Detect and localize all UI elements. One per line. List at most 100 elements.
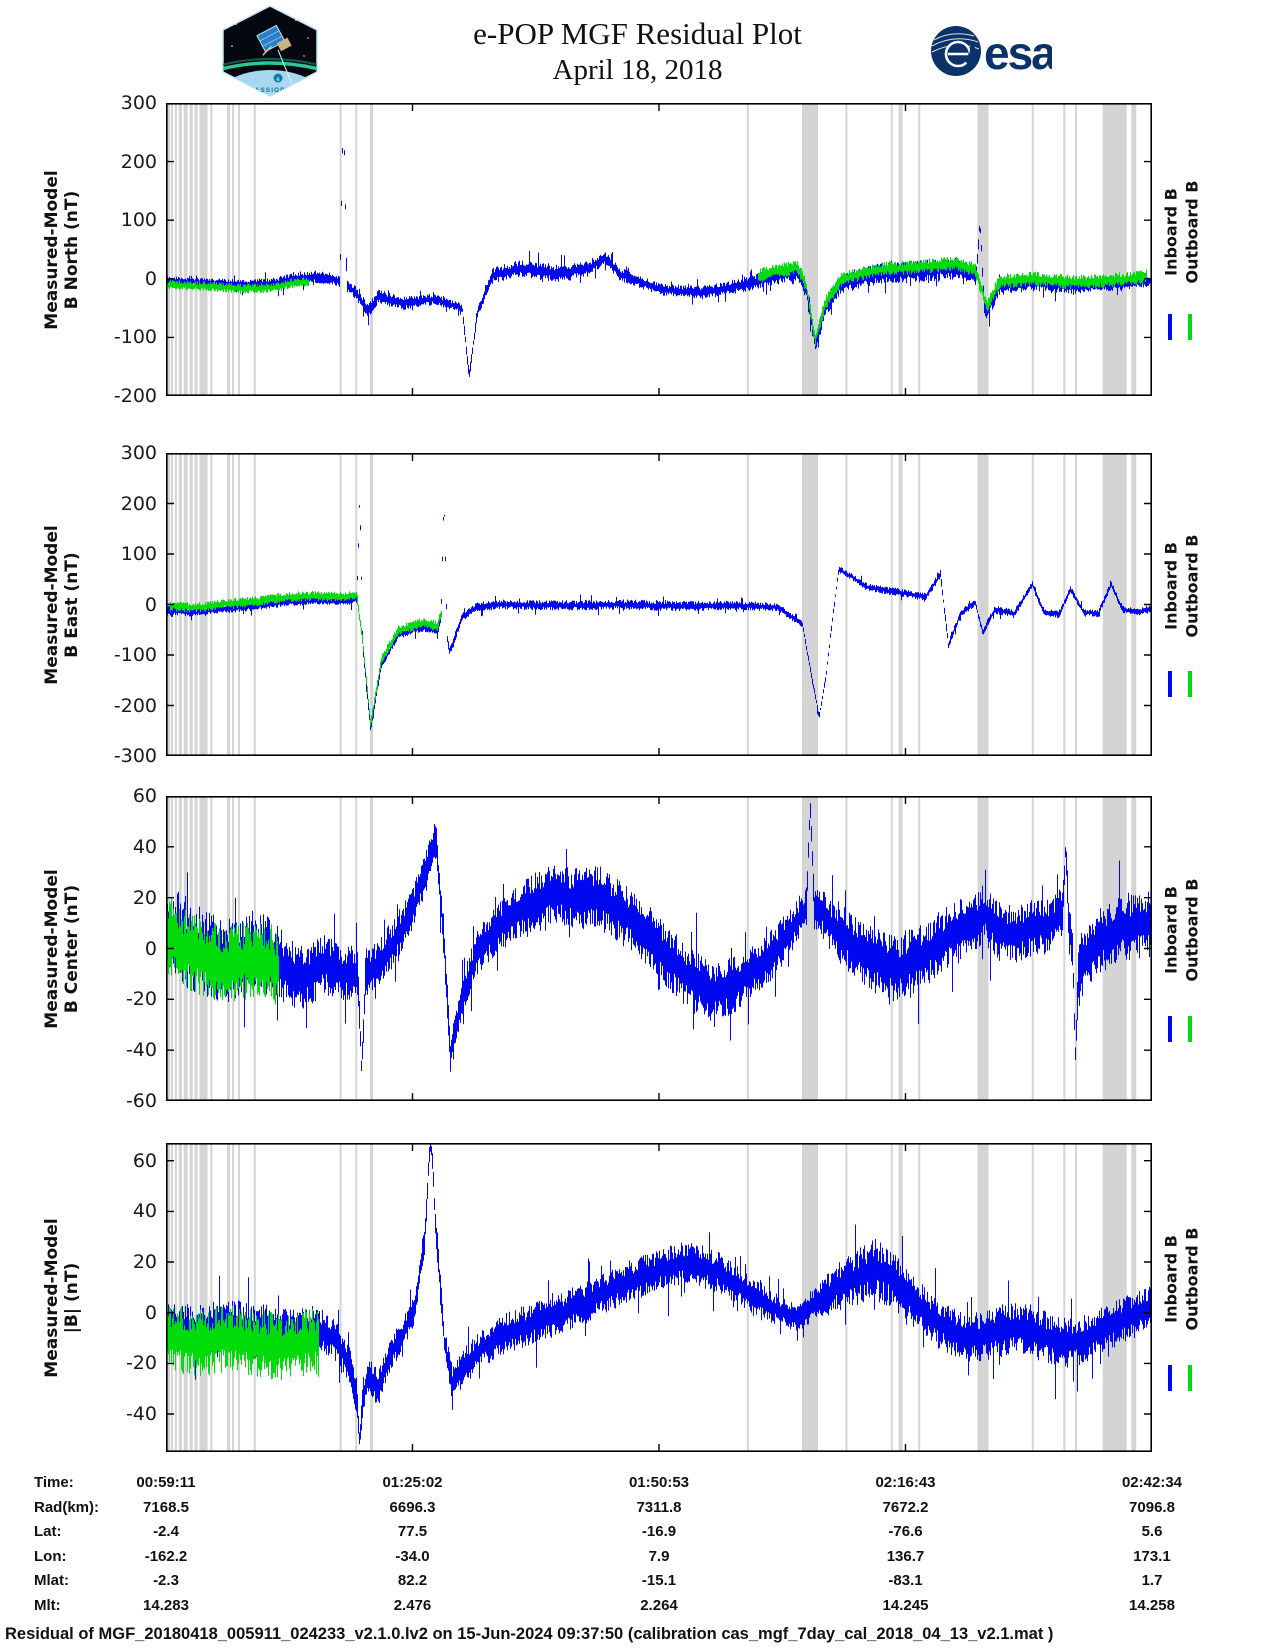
- data-gap-band: [232, 103, 235, 396]
- axes-frame: [166, 1143, 1152, 1452]
- legend-outboard-label: Outboard B: [1182, 180, 1202, 284]
- axis-ticks: [166, 1143, 1152, 1452]
- cassiope-patch-logo: e CASSIOPE: [222, 5, 318, 97]
- legend-inboard-marker: [1168, 1016, 1172, 1042]
- table-cell: -15.1: [641, 1572, 677, 1589]
- y-tick-label: 60: [132, 1150, 157, 1172]
- data-gap-band: [227, 1143, 231, 1452]
- data-gap-band: [370, 796, 374, 1101]
- table-cell: -2.4: [153, 1523, 179, 1540]
- outboard-b-series: [168, 277, 309, 294]
- table-cell: 02:42:34: [1121, 1474, 1183, 1491]
- data-gap-band: [845, 453, 848, 756]
- esa-logo: esa: [931, 26, 1052, 79]
- y-axis-label-line2: |B| (nT): [62, 1262, 82, 1334]
- data-gap-band: [1131, 1143, 1137, 1452]
- data-gap-band: [355, 453, 358, 756]
- table-cell: 136.7: [886, 1547, 925, 1565]
- data-gap-band: [918, 453, 921, 756]
- data-gap-band: [1031, 103, 1034, 396]
- patch-wordmark: CASSIOPE: [249, 87, 291, 94]
- y-axis-label-b-east: Measured-Model B East (nT): [42, 435, 82, 775]
- outboard-b-series: [758, 256, 1147, 346]
- table-cell: 7311.8: [636, 1498, 682, 1516]
- axes-frame: [166, 103, 1152, 396]
- legend-outboard-marker: [1188, 314, 1192, 340]
- y-tick-label: 20: [132, 1251, 157, 1273]
- y-tick-label: -60: [125, 1090, 157, 1112]
- data-gap-band: [178, 103, 182, 396]
- table-cell: 173.1: [1133, 1547, 1171, 1565]
- y-tick-label: -200: [113, 695, 157, 717]
- y-axis-label-line2: B Center (nT): [62, 884, 82, 1014]
- table-row-label: Rad(km):: [34, 1498, 100, 1516]
- axis-ticks: [166, 453, 1152, 756]
- data-gap-band: [355, 103, 358, 396]
- data-gap-band: [174, 103, 177, 396]
- y-tick-label: 100: [120, 543, 157, 565]
- data-gap-band: [845, 103, 848, 396]
- data-gap-band: [238, 103, 240, 396]
- table-cell: 01:50:53: [628, 1474, 690, 1491]
- data-gap-band: [227, 103, 231, 396]
- inboard-b-series: [166, 1143, 1152, 1445]
- data-gap-band: [174, 1143, 177, 1452]
- data-gap-band: [370, 453, 374, 756]
- data-gap-band: [1075, 1143, 1078, 1452]
- data-gap-band: [802, 453, 818, 756]
- data-gap-band: [210, 103, 213, 396]
- page-date: April 18, 2018: [552, 54, 723, 86]
- data-gap-band: [890, 103, 893, 396]
- legend-outboard-label: Outboard B: [1182, 1227, 1202, 1331]
- table-cell: 02:16:43: [875, 1474, 936, 1491]
- data-gap-band: [1063, 453, 1066, 756]
- table-cell: 7096.8: [1129, 1498, 1175, 1516]
- data-gap-band: [194, 1143, 198, 1452]
- outboard-b-series: [170, 591, 442, 727]
- data-gap-band: [977, 1143, 989, 1452]
- y-tick-label: 0: [144, 594, 157, 616]
- data-gap-band: [890, 453, 893, 756]
- data-gap-band: [1102, 1143, 1127, 1452]
- table-cell: -34.0: [395, 1547, 430, 1565]
- data-gap-band: [339, 796, 342, 1101]
- y-axis-label-b-north: Measured-Model B North (nT): [42, 80, 82, 420]
- y-tick-label: -20: [125, 988, 157, 1010]
- data-gap-band: [918, 103, 921, 396]
- table-cell: 7.9: [648, 1547, 670, 1565]
- legend-outboard-label: Outboard B: [1182, 534, 1202, 638]
- data-gap-band: [746, 103, 749, 396]
- table-row-label: Time:: [34, 1474, 74, 1491]
- panel-b-east-plot: [166, 453, 1152, 756]
- legend-outboard-marker: [1188, 1016, 1192, 1042]
- data-gap-band: [199, 453, 208, 756]
- y-axis-label-line2: B East (nT): [62, 552, 82, 658]
- y-tick-label: 300: [120, 92, 157, 114]
- legend-inboard-marker: [1168, 671, 1172, 697]
- data-gap-band: [355, 1143, 358, 1452]
- data-gap-band: [253, 103, 256, 396]
- y-tick-label: 40: [132, 836, 157, 858]
- data-gap-band: [238, 1143, 240, 1452]
- table-row-label: Lon:: [34, 1547, 67, 1565]
- data-gap-band: [1031, 453, 1034, 756]
- legend-inboard-marker: [1168, 1365, 1172, 1391]
- y-axis-label-b-mag: Measured-Model |B| (nT): [42, 1128, 82, 1468]
- y-tick-label: 20: [132, 887, 157, 909]
- data-gap-band: [1102, 453, 1127, 756]
- y-axis-label-line1: Measured-Model: [41, 170, 62, 330]
- table-cell: 14.245: [882, 1596, 929, 1614]
- legend-inboard-marker: [1168, 314, 1172, 340]
- legend-inboard-label: Inboard B: [1161, 188, 1181, 276]
- footer-text: Residual of MGF_20180418_005911_024233_v…: [5, 1625, 1054, 1643]
- inboard-b-series: [166, 803, 1152, 1072]
- data-gap-band: [339, 1143, 342, 1452]
- legend-inboard-label: Inboard B: [1161, 542, 1181, 630]
- data-gap-band: [199, 1143, 208, 1452]
- y-axis-label-line1: Measured-Model: [41, 525, 62, 685]
- data-gap-band: [1131, 103, 1137, 396]
- page-title: e-POP MGF Residual Plot: [473, 16, 802, 51]
- table-cell: 14.258: [1129, 1596, 1175, 1614]
- data-gap-band: [1131, 453, 1137, 756]
